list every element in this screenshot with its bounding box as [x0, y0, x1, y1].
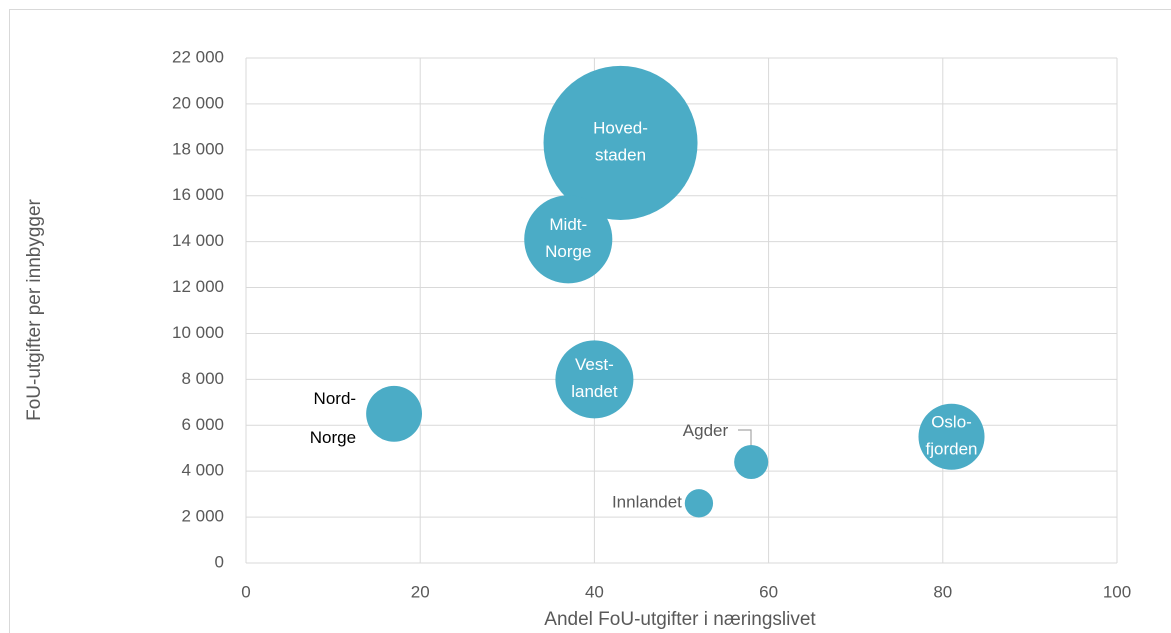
y-tick-label: 2 000	[181, 507, 224, 526]
bubble	[543, 65, 698, 220]
bubble-label: Innlandet	[612, 493, 682, 512]
bubble-label: Hoved-staden	[593, 119, 648, 165]
y-tick-label: 22 000	[172, 47, 224, 66]
y-tick-label: 14 000	[172, 231, 224, 250]
chart-frame	[9, 9, 1171, 633]
label-line: Oslo-	[931, 413, 972, 432]
bubble-label: Midt- Norge	[545, 215, 591, 261]
y-tick-label: 8 000	[181, 369, 224, 388]
x-tick-label: 100	[1103, 582, 1131, 601]
label-line: fjorden	[926, 440, 978, 459]
y-tick-label: 12 000	[172, 277, 224, 296]
label-line: Norge	[310, 428, 356, 447]
y-tick-label: 0	[215, 552, 224, 571]
x-tick-label: 20	[411, 582, 430, 601]
label-line: staden	[595, 146, 646, 165]
bubble	[366, 385, 422, 442]
x-tick-label: 0	[241, 582, 250, 601]
label-line: Agder	[683, 421, 729, 440]
label-line: Hoved-	[593, 119, 648, 138]
label-line: Midt-	[549, 215, 587, 234]
y-axis-title: FoU-utgifter per innbygger	[24, 198, 45, 420]
y-tick-label: 18 000	[172, 139, 224, 158]
bubble	[734, 444, 769, 480]
label-line: landet	[571, 382, 618, 401]
y-tick-label: 4 000	[181, 461, 224, 480]
bubble-label: Nord- Norge	[310, 389, 356, 447]
y-tick-label: 6 000	[181, 415, 224, 434]
label-line: Norge	[545, 242, 591, 261]
y-tick-label: 10 000	[172, 323, 224, 342]
bubble	[684, 489, 714, 518]
label-line: Nord-	[314, 389, 357, 408]
bubble-label: Vest-landet	[571, 355, 618, 401]
bubble	[555, 340, 634, 419]
x-tick-label: 40	[585, 582, 604, 601]
x-tick-label: 60	[759, 582, 778, 601]
x-tick-label: 80	[933, 582, 952, 601]
y-tick-label: 20 000	[172, 93, 224, 112]
bubble-label: Oslo-fjorden	[926, 413, 978, 459]
label-line: Innlandet	[612, 493, 682, 512]
label-line: Vest-	[575, 355, 614, 374]
x-axis-title: Andel FoU-utgifter i næringslivet	[544, 609, 816, 630]
bubble-label: Agder	[683, 421, 729, 440]
y-tick-label: 16 000	[172, 185, 224, 204]
bubble	[524, 195, 613, 284]
bubble	[918, 403, 985, 470]
